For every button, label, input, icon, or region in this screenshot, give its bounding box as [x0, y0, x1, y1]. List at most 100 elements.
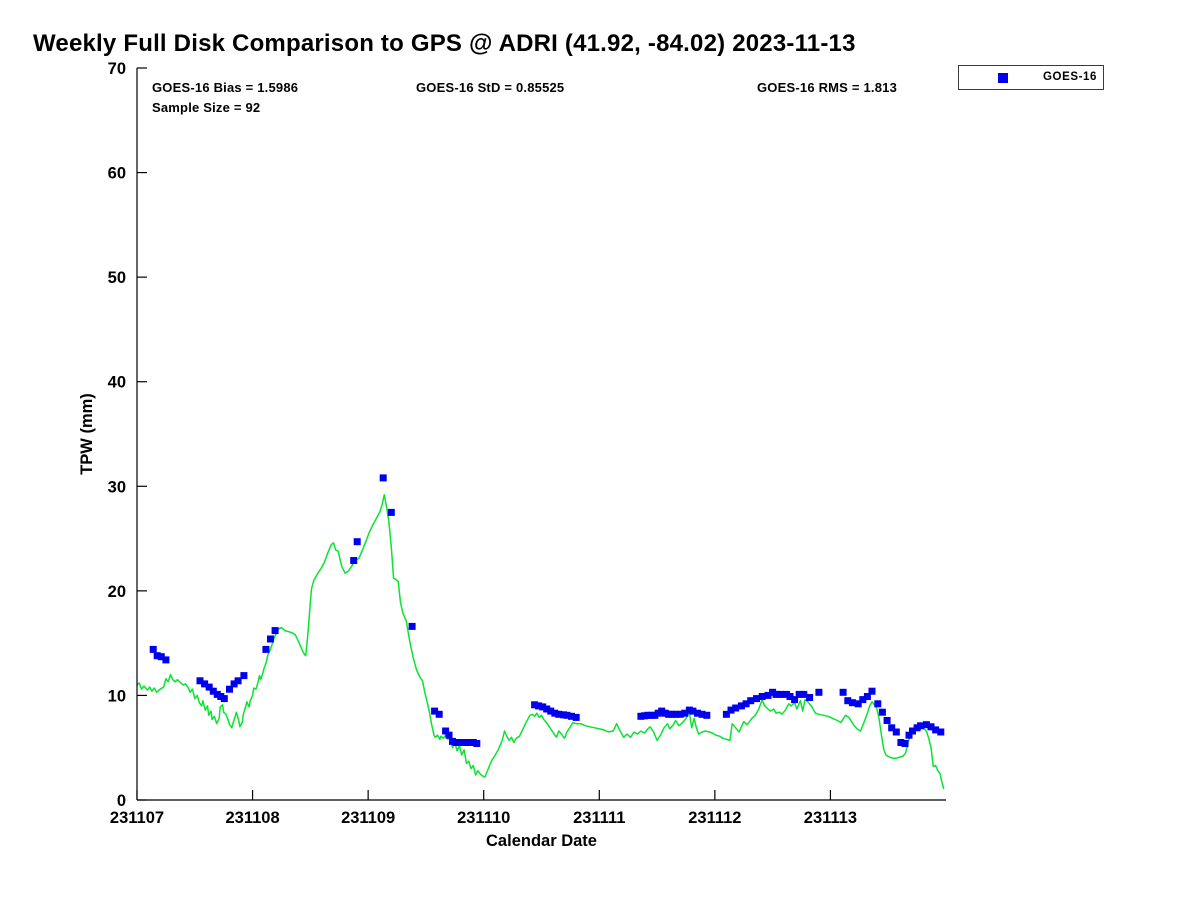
goes16-marker: [149, 645, 157, 653]
goes16-marker: [442, 727, 450, 735]
goes16-marker: [753, 695, 760, 703]
goes16-marker: [220, 695, 228, 703]
goes16-marker: [806, 694, 814, 701]
stat-std: GOES-16 StD = 0.85525: [416, 80, 565, 95]
goes16-marker: [681, 709, 689, 717]
x-tick-label: 231108: [225, 809, 279, 827]
goes16-marker: [868, 687, 876, 695]
goes16-marker: [271, 627, 279, 635]
y-axis-title: TPW (mm): [78, 393, 96, 475]
x-tick-label: 231107: [110, 809, 164, 827]
legend-marker-square-icon: [998, 73, 1008, 83]
goes16-marker: [892, 728, 900, 736]
goes16-marker: [742, 700, 750, 708]
goes16-marker: [932, 726, 940, 734]
goes16-marker: [350, 557, 358, 564]
goes16-marker: [162, 656, 170, 664]
goes16-marker: [888, 724, 896, 732]
x-tick-label: 231110: [457, 809, 510, 827]
goes16-marker: [262, 645, 270, 653]
goes16-marker: [927, 723, 935, 731]
goes16-marker: [267, 635, 274, 643]
stat-bias: GOES-16 Bias = 1.5986: [152, 80, 299, 95]
goes16-marker: [703, 711, 711, 719]
goes16-marker: [572, 713, 580, 721]
y-tick-label: 50: [108, 269, 126, 287]
goes16-marker: [859, 696, 867, 704]
y-tick-label: 70: [108, 60, 126, 78]
goes16-marker: [196, 677, 204, 685]
goes16-marker: [445, 731, 453, 739]
goes16-marker: [431, 707, 439, 715]
goes16-marker: [153, 652, 161, 660]
goes16-marker: [473, 740, 481, 747]
goes16-marker: [535, 702, 543, 710]
y-tick-label: 10: [108, 687, 126, 705]
goes16-marker: [800, 690, 808, 698]
goes16-marker: [240, 672, 248, 680]
goes16-marker: [230, 680, 238, 688]
goes16-marker: [226, 685, 233, 693]
goes16-marker: [157, 653, 165, 661]
goes16-marker: [764, 691, 772, 699]
goes16-marker: [874, 700, 882, 708]
goes16-marker: [777, 690, 785, 698]
goes16-marker: [922, 721, 930, 729]
x-axis-title: Calendar Date: [486, 832, 597, 850]
goes16-marker: [883, 717, 891, 724]
y-tick-label: 60: [108, 165, 126, 183]
gps-line: [136, 493, 945, 790]
goes16-marker: [435, 710, 443, 718]
goes16-marker: [727, 706, 735, 714]
goes16-marker: [839, 688, 847, 696]
legend-box: GOES-16: [958, 65, 1104, 90]
stat-sample-size: Sample Size = 92: [152, 100, 261, 115]
goes16-marker: [854, 700, 862, 708]
goes16-marker: [772, 690, 780, 698]
goes16-marker: [209, 687, 217, 695]
y-tick-label: 30: [108, 478, 126, 496]
y-tick-label: 0: [117, 792, 126, 810]
goes16-marker: [689, 707, 697, 715]
legend-label: GOES-16: [1043, 71, 1098, 83]
goes16-marker: [905, 731, 913, 739]
goes16-marker: [205, 683, 213, 691]
goes16-marker: [698, 710, 706, 718]
goes16-marker: [758, 693, 766, 700]
goes16-marker: [848, 699, 856, 707]
stat-rms: GOES-16 RMS = 1.813: [757, 80, 898, 95]
goes16-marker: [543, 705, 551, 713]
goes16-marker: [551, 709, 559, 717]
x-tick-label: 231112: [688, 809, 741, 827]
goes16-marker: [878, 708, 886, 716]
y-tick-label: 20: [108, 583, 126, 601]
goes16-marker: [568, 712, 575, 720]
goes16-marker: [815, 688, 823, 696]
x-tick-label: 231111: [573, 809, 625, 827]
goes16-marker: [937, 728, 945, 736]
goes16-marker: [747, 697, 755, 705]
goes16-marker: [732, 704, 740, 712]
goes16-marker: [539, 703, 547, 711]
goes16-marker: [531, 701, 539, 709]
goes16-marker: [547, 707, 555, 715]
goes16-marker: [909, 727, 916, 735]
goes16-marker: [353, 538, 361, 546]
goes16-marker: [201, 680, 209, 688]
figure-title: Weekly Full Disk Comparison to GPS @ ADR…: [33, 30, 856, 57]
goes16-marker: [387, 508, 395, 516]
goes16-marker: [901, 740, 909, 747]
goes16-marker: [234, 677, 242, 685]
goes16-marker: [563, 711, 571, 719]
goes16-marker: [379, 474, 387, 482]
goes16-marker: [786, 693, 794, 700]
goes16-marker: [795, 690, 803, 698]
goes16-marker: [408, 622, 416, 630]
goes16-marker: [791, 696, 799, 704]
x-tick-label: 231109: [341, 809, 395, 827]
goes16-marker: [555, 710, 563, 718]
goes16-marker: [672, 710, 680, 718]
goes16-marker: [897, 739, 905, 746]
